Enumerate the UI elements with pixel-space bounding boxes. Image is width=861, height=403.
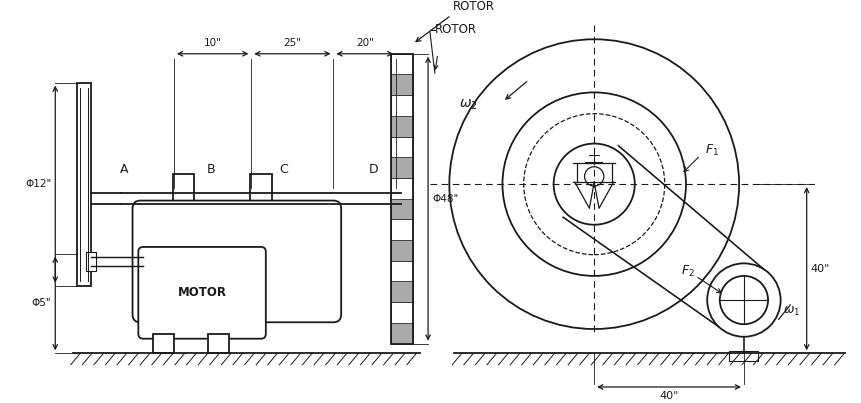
Text: 40": 40" (660, 391, 678, 401)
Bar (729, 351, 759, 361)
Bar (392, 95, 412, 116)
Text: ROTOR: ROTOR (453, 0, 495, 13)
Text: 10": 10" (204, 38, 221, 48)
Bar (173, 174, 195, 223)
Bar (392, 199, 412, 219)
Text: Φ5": Φ5" (32, 299, 52, 308)
Bar (392, 157, 412, 178)
Bar (392, 281, 412, 302)
Bar (392, 116, 412, 137)
Bar (392, 261, 412, 281)
Text: MOTOR: MOTOR (177, 286, 226, 299)
Text: B: B (207, 163, 215, 176)
FancyBboxPatch shape (139, 247, 266, 339)
Text: D: D (369, 163, 379, 176)
Bar (392, 219, 412, 240)
Bar (251, 174, 271, 223)
Text: $\omega_1$: $\omega_1$ (783, 305, 800, 318)
Bar (77, 83, 91, 286)
Text: $\omega_2$: $\omega_2$ (459, 97, 478, 112)
FancyBboxPatch shape (133, 201, 341, 322)
Circle shape (707, 263, 781, 337)
Bar (392, 323, 412, 343)
Bar (392, 240, 412, 261)
Text: 20": 20" (356, 38, 374, 48)
Bar (208, 334, 229, 353)
Text: $F_1$: $F_1$ (705, 143, 719, 158)
Text: C: C (279, 163, 288, 176)
Bar (392, 75, 412, 95)
Text: 25": 25" (283, 38, 301, 48)
Bar (86, 252, 96, 271)
Text: Φ12": Φ12" (25, 179, 52, 189)
Text: 40": 40" (810, 264, 830, 274)
Bar (392, 302, 412, 323)
Text: A: A (121, 163, 128, 176)
Bar (152, 334, 174, 353)
Text: ROTOR: ROTOR (435, 23, 477, 36)
Bar (392, 137, 412, 157)
Text: $F_2$: $F_2$ (681, 264, 695, 278)
Bar (392, 178, 412, 199)
Bar (392, 54, 412, 343)
Text: Φ48": Φ48" (432, 193, 458, 204)
Bar (392, 54, 412, 75)
